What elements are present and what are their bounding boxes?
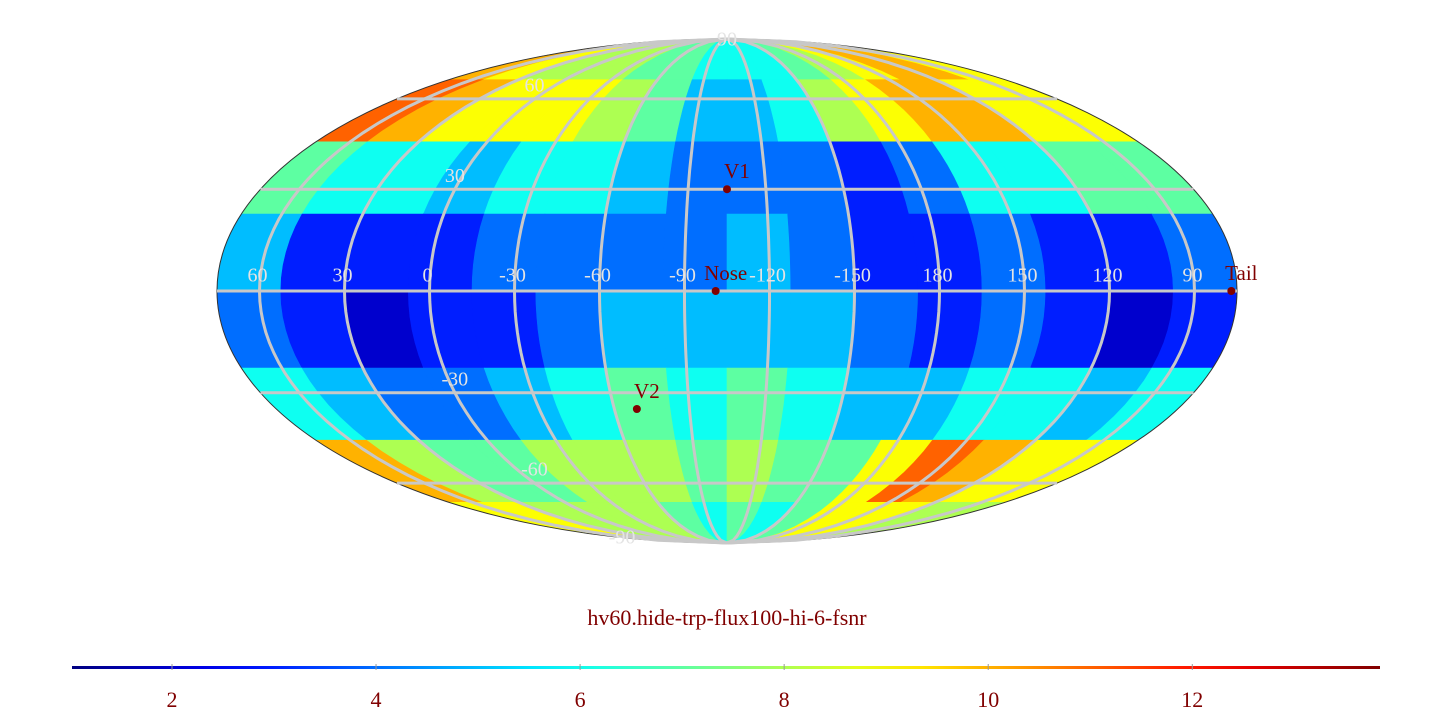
colorbar-tick-label: 6 <box>575 687 586 712</box>
lat-tick-label: 90 <box>717 29 737 51</box>
marker-point <box>1227 287 1236 295</box>
colorbar-tick-label: 12 <box>1181 687 1203 712</box>
heat-cell <box>599 290 667 369</box>
marker-point <box>711 287 720 295</box>
lon-tick-label: 180 <box>923 265 953 287</box>
lon-tick-label: 120 <box>1093 265 1123 287</box>
lat-tick-label: -30 <box>442 368 469 390</box>
marker-label: V1 <box>724 159 750 183</box>
heat-cell <box>787 290 855 369</box>
colorbar <box>72 666 1380 669</box>
colorbar-tick-label: 8 <box>779 687 790 712</box>
marker-point <box>723 185 731 194</box>
lat-tick-label: -60 <box>521 459 548 481</box>
heat-cell <box>726 367 789 441</box>
marker-label: V2 <box>634 379 660 403</box>
heat-cell <box>471 290 546 369</box>
heat-cell <box>663 290 728 369</box>
marker-label: Tail <box>1225 261 1258 285</box>
lon-tick-label: 90 <box>1183 265 1203 287</box>
lon-tick-label: 30 <box>333 265 353 287</box>
lat-tick-label: 60 <box>524 74 544 96</box>
lon-tick-label: 150 <box>1008 265 1038 287</box>
chart-title: hv60.hide-trp-flux100-hi-6-fsnr <box>587 605 867 630</box>
colorbar-tick-label: 10 <box>977 687 999 712</box>
lon-tick-label: 60 <box>248 265 268 287</box>
lat-tick-label: 30 <box>445 165 465 187</box>
heat-cell <box>908 290 983 369</box>
heat-cell <box>665 141 728 215</box>
heat-cell <box>665 367 728 441</box>
marker-point <box>632 404 641 413</box>
lon-tick-label: -150 <box>834 265 871 287</box>
lat-tick-label: -90 <box>609 527 636 549</box>
lon-tick-label: -120 <box>749 265 786 287</box>
lon-tick-label: -90 <box>669 265 696 287</box>
lon-tick-label: -60 <box>584 265 611 287</box>
heat-cell <box>848 290 919 369</box>
marker-label: Nose <box>704 261 747 285</box>
lon-tick-label: 0 <box>423 265 433 287</box>
heat-cell <box>535 290 606 369</box>
heat-cell <box>726 290 792 369</box>
colorbar-tick-label: 2 <box>166 687 177 712</box>
lon-tick-label: -30 <box>499 265 526 287</box>
colorbar-tick-label: 4 <box>371 687 382 712</box>
